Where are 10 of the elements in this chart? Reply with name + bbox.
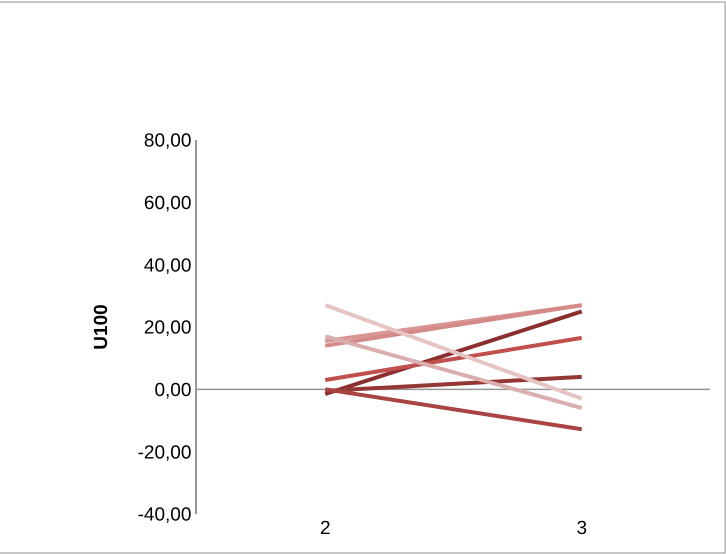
y-axis-title: U100 bbox=[90, 304, 112, 350]
y-tick-label: -20,00 bbox=[138, 442, 192, 464]
y-tick-label: 80,00 bbox=[144, 130, 192, 152]
y-tick-label: 40,00 bbox=[144, 255, 192, 276]
y-tick-label: 20,00 bbox=[144, 318, 192, 339]
x-tick-label: 3 bbox=[576, 518, 588, 539]
y-tick-label: -40,00 bbox=[138, 504, 192, 526]
y-tick-label: 0,00 bbox=[154, 380, 192, 401]
y-tick-label: 60,00 bbox=[144, 192, 192, 214]
x-tick-label: 2 bbox=[320, 518, 331, 539]
